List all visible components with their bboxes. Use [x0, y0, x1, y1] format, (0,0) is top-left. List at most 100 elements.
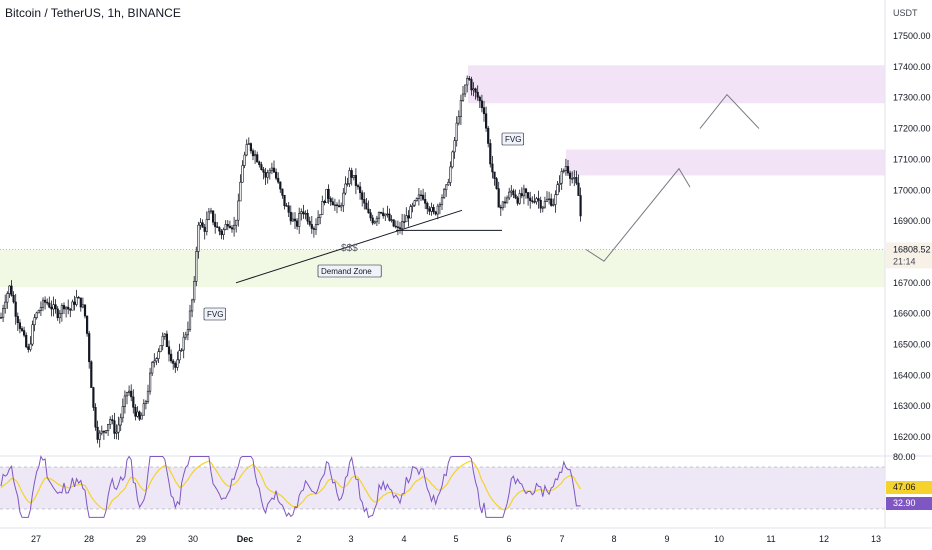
- candle: [90, 360, 93, 388]
- candle: [495, 177, 498, 190]
- candle: [157, 348, 160, 364]
- candle-body: [172, 360, 175, 364]
- candle-body: [461, 93, 465, 101]
- candle-body: [384, 213, 387, 217]
- candle: [411, 202, 414, 213]
- candle: [6, 291, 9, 309]
- candle-body: [552, 204, 555, 206]
- candle-body: [41, 299, 45, 308]
- candle-body: [428, 208, 431, 212]
- candle-body: [333, 204, 337, 206]
- candle-body: [107, 423, 110, 431]
- candle: [22, 326, 26, 338]
- candle: [235, 219, 238, 233]
- candle-body: [121, 406, 124, 419]
- candle: [201, 219, 204, 228]
- price-tick: 16900.00: [893, 216, 931, 226]
- candle-body: [266, 172, 269, 178]
- candle-body: [260, 164, 263, 170]
- candle: [96, 420, 99, 444]
- time-tick: 30: [188, 534, 198, 544]
- candle-body: [388, 213, 391, 221]
- candle: [499, 204, 502, 217]
- candle: [417, 187, 421, 206]
- candle: [283, 194, 286, 210]
- candle: [14, 293, 17, 325]
- candle-body: [281, 188, 284, 196]
- candle-body: [222, 229, 225, 235]
- candle-body: [503, 201, 507, 204]
- candle: [472, 82, 475, 97]
- candle-body: [293, 218, 297, 222]
- candle-body: [254, 154, 257, 157]
- candle-body: [224, 224, 227, 230]
- candle-body: [20, 328, 24, 331]
- candle: [447, 178, 450, 186]
- fvg-label-low-text: FVG: [207, 310, 223, 319]
- candle: [16, 312, 19, 331]
- candle-body: [537, 198, 540, 201]
- candle-body: [505, 197, 509, 204]
- price-tick: 17300.00: [893, 93, 931, 103]
- candle: [426, 201, 429, 215]
- time-tick: 29: [136, 534, 146, 544]
- candle-body: [88, 333, 91, 363]
- candle-body: [480, 100, 484, 108]
- candle-body: [295, 220, 299, 227]
- candle: [184, 331, 187, 340]
- candle: [216, 221, 219, 229]
- candle: [258, 160, 261, 168]
- candle-body: [138, 411, 141, 420]
- candle: [98, 430, 101, 448]
- candle: [543, 196, 546, 209]
- candle: [132, 389, 135, 414]
- candle: [88, 330, 91, 369]
- candle-body: [314, 224, 318, 230]
- candle: [522, 184, 525, 205]
- candle: [474, 87, 477, 100]
- candle-body: [279, 181, 282, 190]
- candle-body: [249, 143, 253, 152]
- candle: [577, 174, 580, 196]
- candle-body: [65, 306, 68, 310]
- candle: [134, 404, 137, 421]
- candle-body: [476, 91, 479, 98]
- candle: [556, 180, 559, 196]
- candle: [29, 336, 32, 352]
- candle: [508, 187, 511, 200]
- candle: [197, 221, 200, 259]
- candle: [31, 320, 34, 347]
- candle: [382, 207, 385, 219]
- candle: [308, 216, 311, 227]
- candle-body: [379, 211, 383, 214]
- candle-body: [186, 329, 190, 336]
- candle: [153, 353, 156, 368]
- candle: [138, 410, 141, 421]
- candle-body: [0, 317, 3, 319]
- price-tick: 17200.00: [893, 124, 931, 134]
- candle-body: [474, 88, 477, 93]
- candle: [436, 203, 439, 220]
- candle: [514, 189, 517, 200]
- candle-body: [426, 203, 429, 210]
- candle: [119, 413, 122, 432]
- candle-body: [501, 201, 505, 209]
- candle: [226, 220, 229, 231]
- candle-body: [419, 194, 423, 197]
- candle-body: [373, 221, 376, 224]
- candle-body: [56, 308, 59, 319]
- candle-body: [52, 304, 55, 310]
- candle: [79, 297, 82, 312]
- candle: [476, 85, 479, 101]
- candle-body: [188, 310, 192, 330]
- candle-body: [197, 224, 200, 252]
- candle: [531, 196, 534, 204]
- candle: [361, 190, 364, 207]
- fvg-label-low: FVG: [203, 307, 226, 321]
- candle-body: [132, 396, 135, 408]
- candle: [451, 150, 454, 169]
- rsi-panel: [0, 455, 932, 519]
- candle-body: [440, 197, 444, 205]
- candle: [493, 171, 496, 186]
